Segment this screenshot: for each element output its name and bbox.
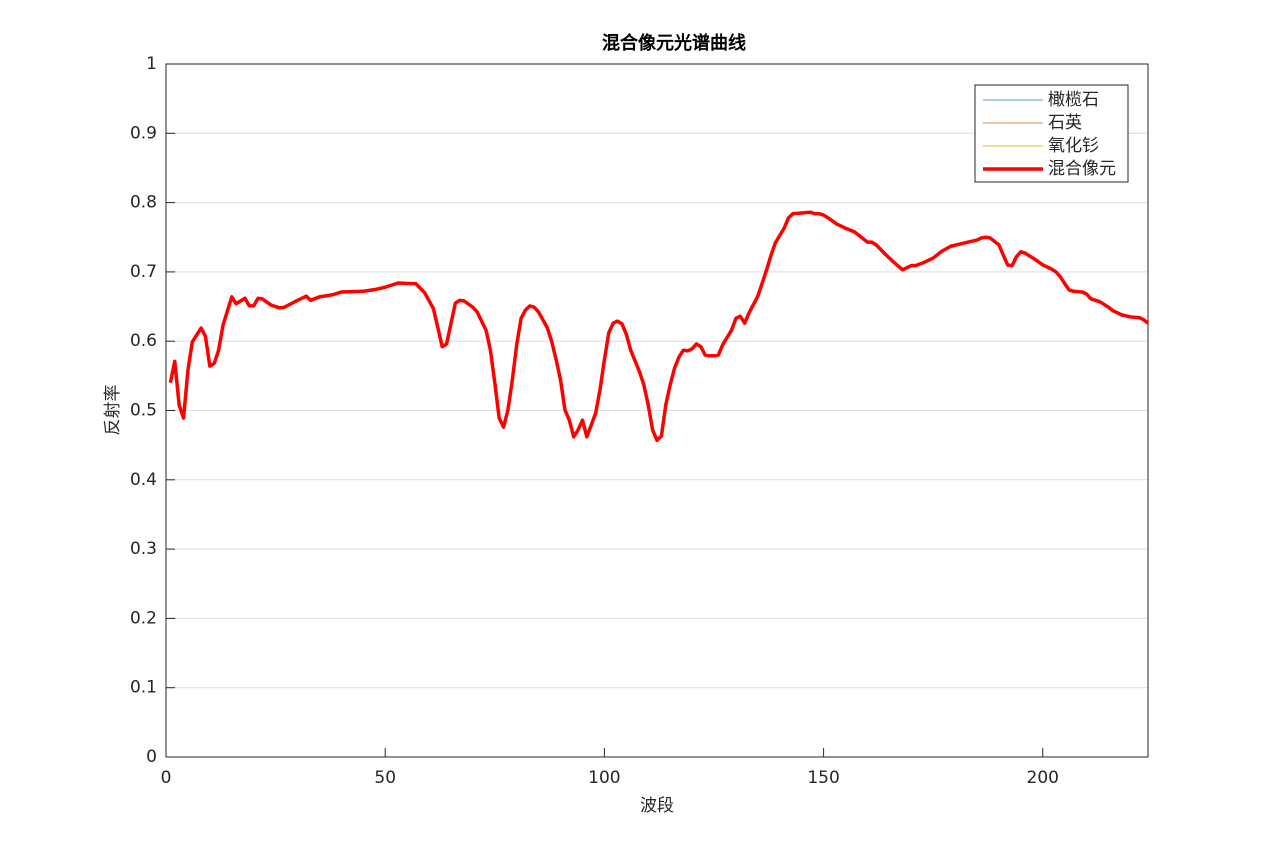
- legend-label: 橄榄石: [1048, 90, 1099, 110]
- y-tick-label: 0: [146, 747, 157, 767]
- x-tick-label: 100: [588, 768, 620, 788]
- plot-frame: [165, 63, 1149, 758]
- y-tick-label: 0.4: [130, 470, 157, 490]
- x-tick-label: 0: [161, 768, 172, 788]
- y-tick-label: 0.2: [130, 608, 157, 628]
- y-tick-label: 0.8: [130, 193, 157, 213]
- legend-box: [974, 84, 1129, 183]
- legend-label: 混合像元: [1048, 159, 1116, 179]
- y-axis-label: 反射率: [103, 385, 123, 436]
- x-tick-label: 150: [807, 768, 839, 788]
- x-tick-label: 50: [374, 768, 396, 788]
- y-tick-label: 0.1: [130, 678, 157, 698]
- y-tick-label: 0.3: [130, 539, 157, 559]
- legend-label: 氧化钐: [1048, 136, 1099, 156]
- y-tick-label: 1: [146, 54, 157, 74]
- y-tick-label: 0.5: [130, 401, 157, 421]
- y-tick-label: 0.9: [130, 123, 157, 143]
- chart-title: 混合像元光谱曲线: [602, 32, 746, 54]
- x-axis-label: 波段: [640, 796, 674, 816]
- legend-label: 石英: [1048, 113, 1082, 133]
- data-line: [168, 210, 1150, 443]
- y-tick-label: 0.7: [130, 262, 157, 282]
- y-tick-label: 0.6: [130, 331, 157, 351]
- x-tick-label: 200: [1027, 768, 1059, 788]
